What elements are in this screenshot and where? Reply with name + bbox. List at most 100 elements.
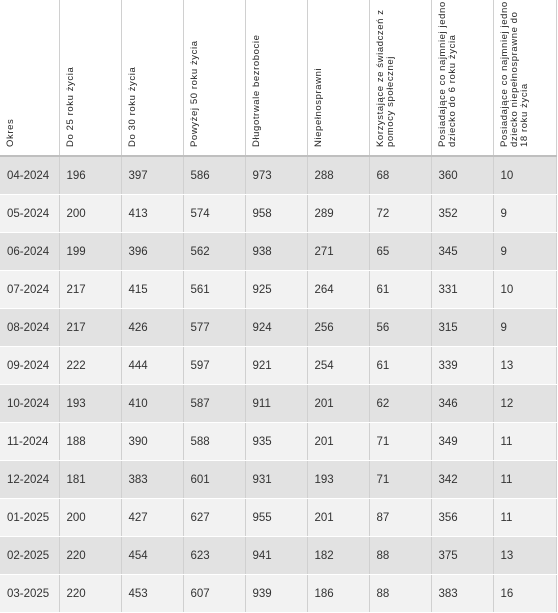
column-header-under-30[interactable]: Do 30 roku życia [121, 0, 184, 157]
cell-long-term-unemployed: 925 [245, 270, 308, 309]
column-header-disabled-child-under-18[interactable]: Posiadające co najmniej jedno dziecko ni… [493, 0, 557, 157]
column-header-child-under-6[interactable]: Posiadające co najmniej jedno dziecko do… [431, 0, 494, 157]
cell-child-under-6: 349 [431, 422, 494, 461]
cell-child-under-6: 375 [431, 536, 494, 575]
cell-over-50: 597 [183, 346, 246, 385]
table-row: 10-2024 193 410 587 911 201 62 346 12 [0, 384, 557, 423]
cell-disabled: 182 [307, 536, 370, 575]
cell-child-under-6: 342 [431, 460, 494, 499]
cell-social-assistance: 71 [369, 422, 432, 461]
cell-child-under-6: 339 [431, 346, 494, 385]
cell-under-30: 396 [121, 232, 184, 271]
column-header-label: Do 30 roku życia [126, 66, 138, 147]
cell-period: 10-2024 [0, 384, 60, 423]
cell-over-50: 601 [183, 460, 246, 499]
cell-long-term-unemployed: 958 [245, 194, 308, 233]
cell-period: 06-2024 [0, 232, 60, 271]
column-header-label: Okres [5, 118, 16, 147]
cell-long-term-unemployed: 935 [245, 422, 308, 461]
table-row: 02-2025 220 454 623 941 182 88 375 13 [0, 536, 557, 575]
cell-period: 11-2024 [0, 422, 60, 461]
cell-social-assistance: 61 [369, 346, 432, 385]
cell-child-under-6: 315 [431, 308, 494, 347]
cell-under-25: 181 [59, 460, 122, 499]
column-header-social-assistance[interactable]: Korzystające ze świadczeń z pomocy społe… [369, 0, 432, 157]
cell-disabled: 256 [307, 308, 370, 347]
cell-over-50: 562 [183, 232, 246, 271]
cell-disabled-child-under-18: 12 [493, 384, 557, 423]
column-header-long-term-unemployed[interactable]: Długotrwale bezrobocie [245, 0, 308, 157]
cell-long-term-unemployed: 931 [245, 460, 308, 499]
cell-over-50: 623 [183, 536, 246, 575]
cell-period: 12-2024 [0, 460, 60, 499]
table-row: 09-2024 222 444 597 921 254 61 339 13 [0, 346, 557, 385]
cell-over-50: 627 [183, 498, 246, 537]
cell-long-term-unemployed: 938 [245, 232, 308, 271]
cell-child-under-6: 331 [431, 270, 494, 309]
cell-under-30: 427 [121, 498, 184, 537]
column-header-label: Korzystające ze świadczeń z pomocy społe… [374, 9, 396, 147]
cell-disabled-child-under-18: 9 [493, 232, 557, 271]
column-header-period[interactable]: Okres [0, 0, 60, 157]
cell-over-50: 574 [183, 194, 246, 233]
cell-disabled: 288 [307, 156, 370, 195]
cell-under-30: 426 [121, 308, 184, 347]
cell-social-assistance: 68 [369, 156, 432, 195]
cell-social-assistance: 72 [369, 194, 432, 233]
cell-long-term-unemployed: 973 [245, 156, 308, 195]
cell-child-under-6: 360 [431, 156, 494, 195]
cell-under-30: 453 [121, 574, 184, 613]
cell-over-50: 577 [183, 308, 246, 347]
cell-disabled: 186 [307, 574, 370, 613]
table-body: 04-2024 196 397 586 973 288 68 360 10 05-2024 200 4… [0, 156, 557, 613]
column-header-label: Posiadające co najmniej jedno dziecko do… [436, 1, 458, 147]
cell-under-25: 200 [59, 498, 122, 537]
cell-under-25: 196 [59, 156, 122, 195]
cell-under-30: 415 [121, 270, 184, 309]
cell-disabled: 264 [307, 270, 370, 309]
column-header-under-25[interactable]: Do 25 roku życia [59, 0, 122, 157]
cell-social-assistance: 87 [369, 498, 432, 537]
cell-child-under-6: 383 [431, 574, 494, 613]
cell-period: 08-2024 [0, 308, 60, 347]
cell-social-assistance: 65 [369, 232, 432, 271]
cell-under-25: 222 [59, 346, 122, 385]
cell-over-50: 607 [183, 574, 246, 613]
cell-disabled: 289 [307, 194, 370, 233]
cell-disabled: 201 [307, 422, 370, 461]
cell-child-under-6: 346 [431, 384, 494, 423]
cell-over-50: 561 [183, 270, 246, 309]
column-header-label: Niepełnosprawni [312, 67, 324, 147]
cell-social-assistance: 88 [369, 574, 432, 613]
table-row: 05-2024 200 413 574 958 289 72 352 9 [0, 194, 557, 233]
cell-under-25: 220 [59, 574, 122, 613]
cell-under-25: 188 [59, 422, 122, 461]
cell-social-assistance: 61 [369, 270, 432, 309]
column-header-label: Powyżej 50 roku życia [188, 40, 200, 147]
cell-long-term-unemployed: 955 [245, 498, 308, 537]
cell-long-term-unemployed: 941 [245, 536, 308, 575]
table-row: 04-2024 196 397 586 973 288 68 360 10 [0, 156, 557, 195]
cell-disabled-child-under-18: 10 [493, 156, 557, 195]
column-header-over-50[interactable]: Powyżej 50 roku życia [183, 0, 246, 157]
cell-over-50: 587 [183, 384, 246, 423]
column-header-label: Posiadające co najmniej jedno dziecko ni… [498, 1, 530, 147]
cell-over-50: 588 [183, 422, 246, 461]
cell-under-30: 454 [121, 536, 184, 575]
cell-disabled-child-under-18: 13 [493, 536, 557, 575]
cell-disabled-child-under-18: 13 [493, 346, 557, 385]
cell-disabled-child-under-18: 11 [493, 460, 557, 499]
table-row: 01-2025 200 427 627 955 201 87 356 11 [0, 498, 557, 537]
table-row: 11-2024 188 390 588 935 201 71 349 11 [0, 422, 557, 461]
cell-under-25: 200 [59, 194, 122, 233]
cell-disabled-child-under-18: 11 [493, 422, 557, 461]
cell-social-assistance: 62 [369, 384, 432, 423]
cell-under-30: 413 [121, 194, 184, 233]
cell-period: 03-2025 [0, 574, 60, 613]
table-row: 06-2024 199 396 562 938 271 65 345 9 [0, 232, 557, 271]
cell-period: 07-2024 [0, 270, 60, 309]
column-header-disabled[interactable]: Niepełnosprawni [307, 0, 370, 157]
cell-social-assistance: 71 [369, 460, 432, 499]
table-row: 12-2024 181 383 601 931 193 71 342 11 [0, 460, 557, 499]
